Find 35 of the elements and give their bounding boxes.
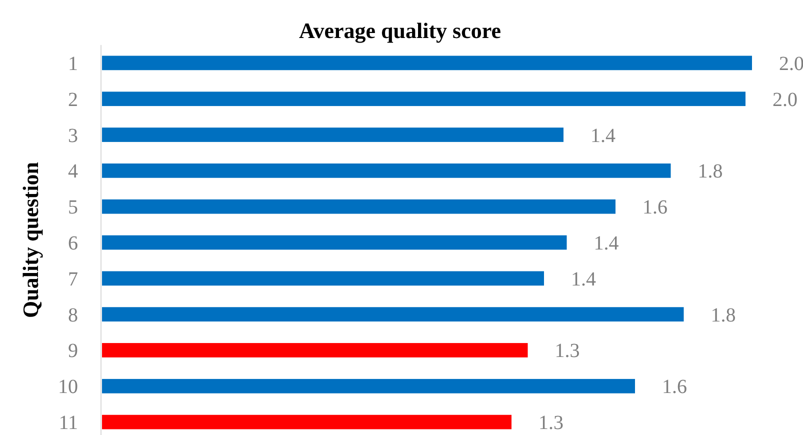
data-label: 1.8 xyxy=(698,160,723,183)
bar xyxy=(102,92,746,106)
bar xyxy=(102,199,616,214)
y-tick-label: 4 xyxy=(68,160,78,183)
data-label: 1.8 xyxy=(710,304,736,326)
bar xyxy=(102,343,528,358)
y-tick-label: 6 xyxy=(68,232,78,254)
bar xyxy=(102,307,684,322)
y-tick-label: 8 xyxy=(68,304,78,326)
bar xyxy=(102,378,635,394)
y-tick-label: 5 xyxy=(68,196,78,219)
bar xyxy=(102,414,512,430)
y-axis-title: Quality question xyxy=(18,162,43,318)
y-tick-label: 2 xyxy=(68,88,78,111)
data-label: 1.4 xyxy=(590,124,616,147)
data-label: 1.3 xyxy=(554,340,580,362)
y-tick-label: 3 xyxy=(68,124,78,147)
bar xyxy=(102,235,567,250)
bar xyxy=(102,128,564,142)
data-label: 1.3 xyxy=(538,412,564,434)
data-label: 2.0 xyxy=(772,88,798,111)
data-label: 1.4 xyxy=(571,268,596,290)
y-tick-label: 1 xyxy=(68,52,78,75)
bar xyxy=(102,56,752,70)
data-label: 1.6 xyxy=(642,196,668,219)
chart-title: Average quality score xyxy=(298,18,502,43)
data-label: 2.0 xyxy=(779,52,803,75)
bar xyxy=(102,271,544,286)
y-tick-label: 9 xyxy=(68,340,78,362)
data-label: 1.4 xyxy=(594,232,619,254)
y-tick-label: 10 xyxy=(58,376,78,398)
bar xyxy=(102,164,671,178)
data-label: 1.6 xyxy=(662,376,687,398)
y-tick-label: 7 xyxy=(68,268,78,290)
y-tick-label: 11 xyxy=(58,412,78,434)
